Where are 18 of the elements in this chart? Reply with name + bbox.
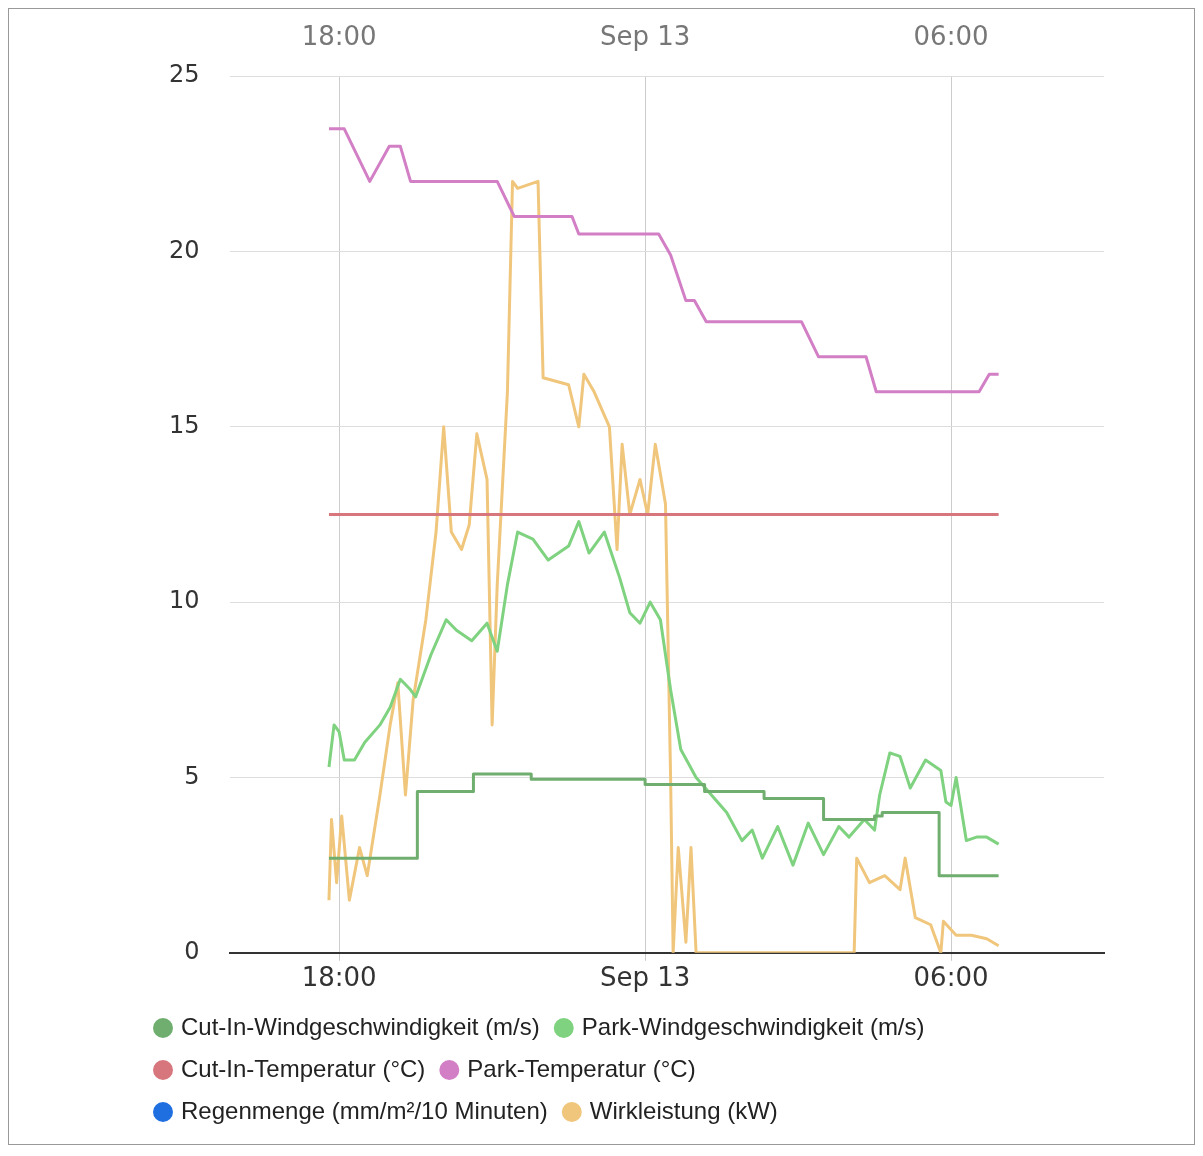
legend-label: Regenmenge (mm/m²/10 Minuten): [181, 1096, 548, 1124]
x2-tick-label: 18:00: [301, 21, 377, 52]
y-tick-label: 25: [168, 60, 200, 89]
x-tick-label: 18:00: [301, 962, 377, 993]
legend-label: Park-Temperatur (°C): [467, 1054, 696, 1082]
y-tick-label: 20: [168, 235, 200, 264]
y-tick-label: 5: [184, 761, 200, 790]
y-tick-label: 0: [184, 937, 200, 966]
legend-label: Wirkleistung (kW): [589, 1096, 778, 1124]
y-tick-label: 10: [168, 586, 200, 615]
legend-label: Cut-In-Windgeschwindigkeit (m/s): [181, 1012, 540, 1040]
x-tick-label: 06:00: [913, 962, 989, 993]
x2-tick-label: Sep 13: [599, 21, 691, 52]
legend-label: Cut-In-Temperatur (°C): [181, 1054, 426, 1082]
x-tick-label: Sep 13: [599, 962, 691, 993]
y-tick-label: 15: [168, 411, 200, 440]
legend-label: Park-Windgeschwindigkeit (m/s): [581, 1012, 925, 1040]
x2-tick-label: 06:00: [913, 21, 989, 52]
